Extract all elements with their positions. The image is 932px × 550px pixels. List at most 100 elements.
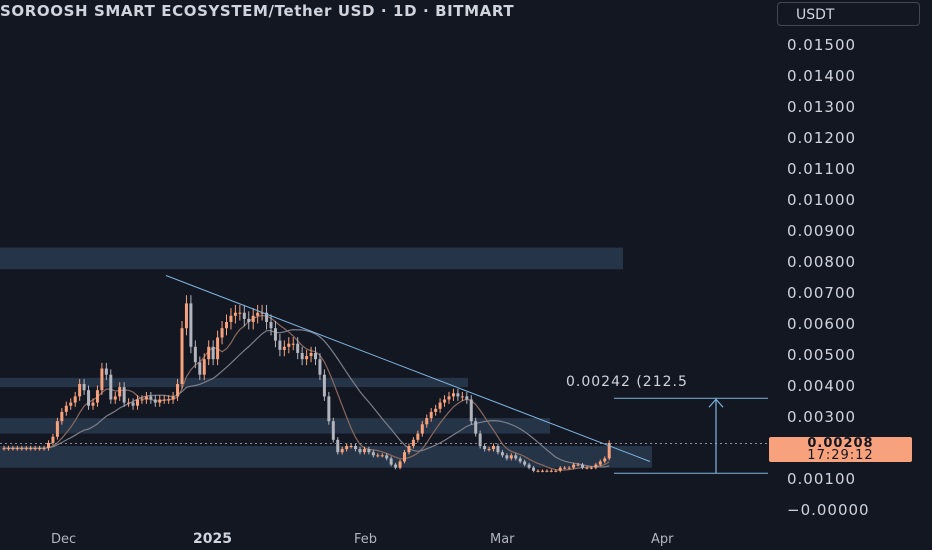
candle-body	[563, 467, 567, 469]
candle-body	[469, 399, 473, 422]
candle-body	[398, 461, 402, 468]
candle-body	[434, 408, 438, 412]
candle-body	[456, 393, 460, 397]
candle-body	[336, 439, 340, 453]
candle-body	[420, 424, 424, 434]
price-tick-label: 0.00300	[787, 408, 857, 426]
candle-body	[487, 449, 491, 451]
candle-body	[367, 449, 371, 453]
candle-body	[296, 343, 300, 353]
candle-body	[20, 448, 24, 450]
candle-body	[149, 396, 153, 400]
price-tick-label: 0.01500	[787, 36, 857, 54]
candlesticks	[2, 295, 611, 473]
candle-body	[514, 455, 518, 459]
candle-body	[242, 312, 246, 319]
candle-body	[340, 449, 344, 453]
ma-fast-line	[4, 314, 610, 471]
price-tick-label: 0.00600	[787, 315, 857, 333]
candle-body	[496, 446, 500, 453]
candle-body	[532, 467, 536, 471]
candle-body	[474, 421, 478, 434]
candle-body	[100, 368, 104, 391]
zone-rect	[0, 377, 468, 388]
time-tick-label: 2025	[193, 531, 232, 547]
time-tick-label: Apr	[651, 532, 674, 547]
candle-body	[407, 446, 411, 453]
candle-body	[131, 402, 135, 406]
candle-body	[55, 421, 59, 437]
candle-body	[394, 464, 398, 468]
candle-body	[144, 396, 148, 400]
zone-rect	[0, 446, 652, 468]
time-tick-label: Dec	[51, 532, 77, 547]
candle-body	[460, 396, 464, 398]
candle-body	[354, 446, 358, 450]
candle-body	[327, 396, 331, 422]
candle-body	[425, 418, 429, 425]
candle-body	[216, 337, 220, 360]
price-tick-label: 0.01400	[787, 67, 857, 85]
candle-body	[318, 359, 322, 375]
candle-body	[87, 390, 91, 406]
candle-body	[585, 467, 589, 469]
candle-body	[6, 448, 10, 450]
price-tick-label: 0.00100	[787, 470, 857, 488]
ma-slow-line	[4, 328, 610, 468]
candle-body	[2, 448, 6, 450]
candle-body	[287, 343, 291, 347]
zone-rect	[0, 418, 550, 434]
price-tick-label: 0.00700	[787, 284, 857, 302]
candle-body	[594, 464, 598, 468]
candle-body	[238, 312, 242, 314]
candle-body	[309, 353, 313, 357]
candle-body	[416, 433, 420, 440]
candle-body	[362, 449, 366, 453]
candle-body	[536, 470, 540, 472]
candle-body	[78, 384, 82, 397]
candle-body	[305, 356, 309, 360]
last-price-label: 0.00208 17:29:12	[769, 437, 912, 462]
candle-body	[176, 384, 180, 397]
candle-body	[607, 442, 611, 459]
candle-body	[527, 464, 531, 468]
candle-body	[140, 399, 144, 401]
candle-body	[314, 353, 317, 360]
currency-selector-button[interactable]: USDT	[777, 2, 920, 26]
candle-body	[371, 452, 375, 456]
candle-body	[269, 322, 273, 329]
candle-body	[118, 387, 122, 397]
candle-body	[33, 448, 37, 450]
candle-body	[291, 343, 295, 345]
candle-body	[376, 455, 380, 457]
candle-body	[403, 452, 406, 462]
candle-body	[38, 448, 42, 450]
candle-body	[82, 384, 86, 391]
candle-body	[180, 328, 184, 384]
price-tick-label: 0.01300	[787, 98, 857, 116]
candle-body	[576, 464, 580, 466]
candle-body	[260, 312, 264, 314]
candle-body	[447, 396, 451, 400]
candle-body	[69, 402, 73, 406]
candle-body	[572, 464, 576, 468]
candle-body	[24, 448, 28, 450]
price-tick-label: −0.00000	[787, 501, 870, 519]
candle-body	[300, 353, 304, 360]
candle-body	[603, 458, 607, 462]
candle-body	[73, 396, 77, 403]
price-tick-label: 0.01100	[787, 160, 857, 178]
candle-body	[220, 328, 224, 338]
time-tick-label: Feb	[354, 532, 378, 547]
symbol-title: SOROOSH SMART ECOSYSTEM/Tether USD · 1D …	[0, 2, 515, 20]
candle-body	[483, 446, 487, 450]
candle-body	[51, 436, 55, 443]
candle-body	[229, 315, 233, 322]
candle-body	[465, 396, 469, 400]
candle-body	[198, 362, 202, 375]
candle-body	[211, 346, 215, 360]
candle-body	[278, 340, 282, 350]
time-tick-label: Mar	[490, 532, 515, 547]
candle-body	[540, 470, 544, 472]
